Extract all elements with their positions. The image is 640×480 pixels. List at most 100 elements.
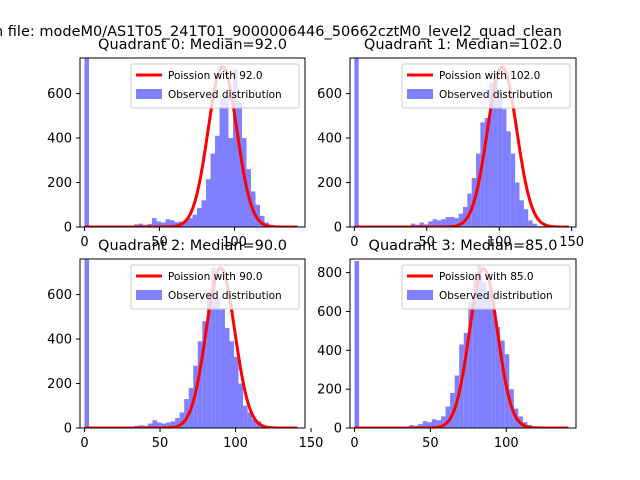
histogram-bar [458, 213, 463, 227]
quadrant-title: Quadrant 1: Median=102.0 [364, 37, 562, 53]
x-tick-label: 0 [80, 436, 88, 451]
histogram-bar [477, 264, 482, 428]
legend-label-observed: Observed distribution [439, 89, 553, 101]
x-tick-label: 50 [151, 235, 168, 250]
histogram-bar [237, 102, 242, 227]
legend-label-fit: Poission with 92.0 [168, 70, 263, 82]
x-tick-label: 150 [559, 235, 584, 250]
histogram-bar [156, 221, 161, 227]
histogram-bar [184, 399, 189, 428]
histogram-bar [445, 216, 450, 227]
histogram-bar [183, 220, 188, 227]
histogram-bar [431, 419, 437, 428]
histogram-bar [224, 93, 229, 227]
x-tick-label: 0 [80, 235, 88, 250]
y-tick-label: 400 [317, 344, 342, 359]
histogram-bar [481, 282, 487, 428]
legend-label-observed: Observed distribution [439, 290, 553, 302]
legend-patch-swatch [407, 290, 433, 300]
legend: Poission with 92.0 Observed distribution [130, 63, 300, 109]
x-tick-label: 50 [419, 235, 436, 250]
histogram-bar [202, 321, 207, 428]
histogram-bar [165, 219, 170, 227]
histogram-bar [229, 341, 235, 428]
histogram-bar [510, 153, 516, 227]
y-tick-label: 800 [317, 266, 342, 281]
legend-label-fit: Poission with 90.0 [168, 271, 263, 283]
histogram-bar [152, 218, 157, 227]
poisson-fit-line [83, 266, 299, 428]
poisson-fit-line [353, 65, 570, 227]
x-tick-label: 100 [223, 436, 248, 451]
quadrant-panel-0: 0 50 100 0 200 400 600 Quadrant 0: Median=92.0 P… [47, 37, 306, 250]
histogram-bar [354, 58, 359, 227]
histogram-bar [147, 423, 153, 428]
y-tick-label: 400 [317, 132, 342, 147]
histogram-bar [523, 209, 529, 227]
histogram-bar [188, 218, 193, 227]
x-tick-label: 50 [422, 436, 439, 451]
figure-suptitle: n file: modeM0/AS1T05_241T01_9000006446_… [0, 24, 562, 40]
histogram-bar [419, 222, 424, 227]
histogram-bar [238, 383, 244, 428]
histogram-bar [519, 200, 524, 227]
x-tick-label: 50 [152, 436, 169, 451]
histogram-bar [532, 223, 537, 227]
legend-label-observed: Observed distribution [168, 89, 282, 101]
histogram-bar [463, 332, 469, 428]
histogram-bar [410, 223, 416, 227]
y-tick-label: 400 [47, 333, 72, 348]
histogram-bar [436, 220, 442, 227]
histogram-bar [450, 393, 455, 428]
legend: Poission with 85.0 Observed distribution [401, 264, 571, 310]
histogram-bar [441, 219, 446, 227]
histogram-bar [247, 412, 253, 428]
histogram-bar [252, 419, 257, 428]
histogram-bar [219, 98, 224, 227]
histogram-bar [84, 58, 89, 227]
histogram-bar [192, 214, 197, 227]
histogram-bar [495, 326, 501, 428]
axes-frame [79, 57, 306, 228]
y-tick-label: 0 [64, 422, 72, 437]
histogram-bar [489, 82, 494, 227]
legend-patch-swatch [407, 89, 433, 99]
x-tick-label: 100 [494, 436, 519, 451]
legend-label-fit: Poission with 85.0 [439, 271, 534, 283]
x-tick-label: 100 [222, 235, 247, 250]
histogram-bar [436, 420, 442, 428]
histogram-bar [161, 423, 167, 428]
legend-patch-swatch [136, 89, 162, 99]
histogram-bar [228, 138, 233, 227]
y-tick-label: 0 [64, 221, 72, 236]
quadrant-title: Quadrant 0: Median=92.0 [98, 37, 287, 53]
histogram-bar [468, 301, 473, 428]
y-tick-label: 600 [47, 288, 72, 303]
histogram-bar [147, 223, 152, 227]
histogram-bar [536, 225, 542, 227]
y-tick-label: 400 [47, 132, 72, 147]
histogram-bar [84, 259, 90, 428]
y-tick-label: 0 [334, 422, 342, 437]
histogram-bar [422, 421, 428, 428]
histogram-bar [484, 118, 490, 227]
histogram-bar [234, 356, 239, 428]
histogram-bar [427, 422, 432, 428]
histogram-bar [445, 406, 451, 428]
histogram-bar [233, 69, 238, 227]
y-tick-label: 200 [47, 377, 72, 392]
y-tick-label: 200 [47, 176, 72, 191]
histogram-bar [515, 182, 520, 227]
poisson-fit-line [83, 65, 299, 227]
histogram-bar [432, 219, 437, 227]
histogram-bar [472, 276, 478, 428]
histogram-bar [243, 405, 248, 428]
histogram-bar [197, 341, 203, 428]
histogram-bar [502, 109, 507, 227]
axes-frame [349, 57, 577, 228]
histogram-bar [161, 222, 166, 227]
histogram-bar [166, 422, 171, 428]
y-tick-label: 600 [317, 305, 342, 320]
histogram-bar [463, 206, 468, 227]
